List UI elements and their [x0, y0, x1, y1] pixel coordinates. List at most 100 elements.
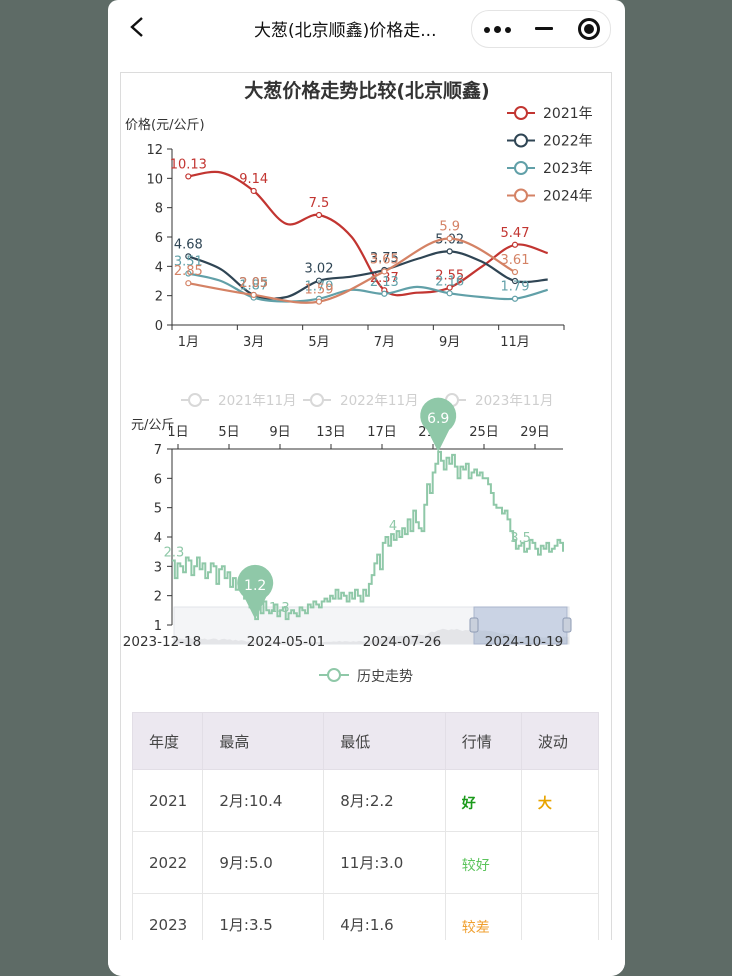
y-tick-label: 5 — [154, 502, 162, 517]
summary-table: 年度 最高 最低 行情 波动 2021 2月:10.4 8月:2.2 好大 2022 9月… — [131, 712, 600, 956]
series-line-2024年 — [188, 237, 516, 304]
data-label: 5.9 — [439, 219, 460, 234]
y-tick-label: 8 — [155, 202, 163, 217]
zoom-date-label: 2023-12-18 — [123, 634, 201, 650]
top-legend-item[interactable]: 2022年11月 — [303, 393, 419, 409]
data-point — [185, 253, 192, 260]
data-point — [511, 277, 519, 285]
data-point — [315, 277, 323, 284]
y-tick-label: 10 — [146, 172, 163, 187]
minimize-button[interactable] — [524, 11, 569, 47]
legend-line-circle-icon — [319, 668, 349, 682]
data-point — [446, 290, 453, 297]
y-tick-label: 3 — [154, 560, 162, 575]
zoom-handle[interactable] — [562, 617, 572, 633]
legend-circle-icon — [514, 106, 528, 120]
legend-label: 2022年 — [543, 134, 593, 150]
zoom-date-label: 2024-05-01 — [247, 634, 325, 650]
legend-item-2022年[interactable]: 2022年 — [507, 133, 593, 150]
y-tick-label: 4 — [154, 531, 162, 546]
page-title: 大葱(北京顺鑫)价格走... — [254, 21, 437, 41]
data-point — [315, 211, 323, 219]
data-label: 2.3 — [164, 545, 185, 560]
header-low: 最低 — [323, 712, 446, 770]
x-tick-label: 7月 — [374, 335, 395, 350]
data-label: 3.65 — [370, 252, 399, 267]
x-tick-label: 17日 — [367, 425, 397, 440]
cell-volatility: 大 — [520, 769, 600, 832]
y-tick-label: 7 — [154, 443, 162, 458]
header-high: 最高 — [202, 712, 325, 770]
legend-item-2023年[interactable]: 2023年 — [507, 161, 593, 177]
zoom-date-label: 2024-10-19 — [485, 634, 563, 650]
cell-market: 好 — [444, 769, 522, 832]
content-card: 大葱价格走势比较(北京顺鑫) 价格(元/公斤) 0 2 4 6 8 10 12 1月 3月 5月 7… — [120, 72, 612, 952]
top-legend-item[interactable]: 2021年11月 — [181, 393, 297, 409]
y-tick-label: 4 — [155, 260, 163, 275]
data-point — [446, 235, 453, 242]
x-tick-label: 13日 — [316, 425, 346, 440]
cell-low: 11月:3.0 — [323, 831, 446, 894]
data-point — [185, 280, 192, 287]
pin-label: 6.9 — [427, 411, 449, 427]
data-label: 2.05 — [239, 276, 268, 291]
legend-circle-icon — [188, 393, 202, 407]
data-label: 2.55 — [435, 269, 464, 284]
data-point — [250, 291, 257, 299]
pin-marker: 1.2 — [237, 564, 274, 620]
zoom-window[interactable] — [473, 606, 568, 645]
x-tick-label: 1日 — [167, 425, 188, 440]
cell-high: 2月:10.4 — [202, 769, 325, 832]
more-button[interactable] — [480, 11, 525, 47]
data-point — [185, 173, 192, 180]
legend-item-2024年[interactable]: 2024年 — [507, 188, 593, 205]
legend-circle-icon — [514, 188, 528, 203]
history-line — [172, 450, 564, 621]
data-label: 3.5 — [510, 531, 531, 546]
cell-year: 2022 — [131, 831, 204, 894]
y-axis-label: 元/公斤 — [131, 418, 174, 433]
y-tick-label: 2 — [154, 590, 162, 605]
header-market: 行情 — [444, 712, 522, 770]
pin-shape — [237, 564, 274, 620]
legend-label: 2023年 — [543, 161, 593, 177]
zoom-handle[interactable] — [469, 617, 479, 633]
nav-bar: 大葱(北京顺鑫)价格走... — [108, 0, 625, 56]
x-tick-label: 29日 — [520, 425, 550, 440]
pin-marker: 6.9 — [420, 397, 457, 452]
legend-label: 2021年11月 — [218, 393, 297, 409]
close-button[interactable] — [568, 11, 613, 47]
data-label: 2.85 — [174, 264, 203, 279]
y-tick-label: 6 — [155, 231, 163, 246]
y-tick-label: 0 — [155, 319, 163, 334]
x-tick-label: 9月 — [439, 335, 460, 350]
legend-label: 2023年11月 — [475, 393, 554, 409]
data-point — [315, 298, 323, 305]
chart-title: 大葱价格走势比较(北京顺鑫) — [244, 79, 489, 102]
cell-low: 8月:2.2 — [323, 769, 446, 832]
back-button[interactable] — [124, 12, 150, 42]
data-label: 2.16 — [435, 274, 464, 289]
x-tick-label: 1月 — [178, 335, 199, 350]
legend-item-2021年[interactable]: 2021年 — [507, 106, 593, 122]
data-label: 7.5 — [309, 196, 330, 211]
header-volatility: 波动 — [520, 712, 600, 770]
x-tick-label: 5月 — [308, 335, 329, 350]
data-label: 1.79 — [501, 280, 530, 295]
data-point — [446, 248, 453, 255]
y-tick-label: 1 — [154, 619, 162, 634]
top-legend-item[interactable]: 2023年11月 — [438, 393, 554, 409]
cell-market: 较好 — [444, 831, 522, 894]
data-label: 2.05 — [239, 276, 268, 291]
data-label: 3.02 — [305, 262, 334, 277]
legend-label: 2024年 — [543, 189, 593, 205]
chevron-left-icon — [130, 17, 143, 37]
table-row: 2022 9月:5.0 11月:3.0 较好 — [131, 831, 600, 894]
data-label: 10.13 — [170, 157, 207, 172]
bottom-area — [108, 940, 625, 976]
data-label: 1.87 — [239, 279, 268, 294]
data-label: 3.75 — [370, 251, 399, 266]
data-label: 4.68 — [174, 237, 203, 252]
data-label: 5.47 — [501, 226, 530, 241]
